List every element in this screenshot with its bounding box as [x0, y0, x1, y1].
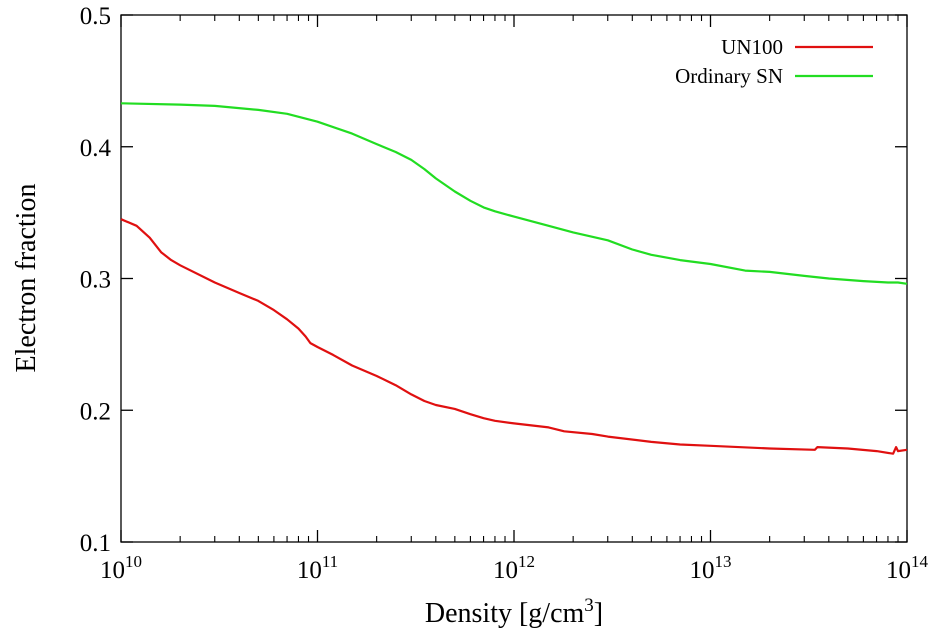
x-axis-label-exponent: 3 [584, 595, 594, 616]
legend-label: UN100 [721, 35, 783, 59]
x-tick-exponent: 14 [911, 552, 929, 571]
y-tick-label: 0.3 [80, 267, 111, 294]
legend: UN100 Ordinary SN [675, 35, 873, 88]
x-tick-exponent: 11 [322, 552, 338, 571]
x-tick-label: 1012 [493, 552, 535, 584]
x-tick-base: 10 [690, 557, 715, 584]
y-tick-label: 0.1 [80, 530, 111, 557]
x-axis-label-tail: ] [594, 598, 603, 629]
series-line-un100 [120, 218, 908, 455]
legend-label: Ordinary SN [675, 64, 783, 88]
x-tick-label: 1013 [690, 552, 732, 584]
x-tick-exponent: 10 [125, 552, 142, 571]
x-tick-base: 10 [100, 557, 125, 584]
plot-frame [120, 14, 908, 543]
x-tick-label: 1010 [100, 552, 142, 584]
y-tick-label: 0.5 [80, 3, 111, 30]
x-axis-label: Density [g/cm3] [425, 595, 603, 629]
x-tick-exponent: 13 [715, 552, 732, 571]
x-tick-label: 1011 [297, 552, 338, 584]
x-tick-label: 1014 [886, 552, 929, 584]
y-tick-label: 0.4 [80, 135, 112, 162]
x-axis-label-main: Density [g/cm [425, 598, 585, 629]
x-tick-base: 10 [493, 557, 518, 584]
x-tick-base: 10 [297, 557, 322, 584]
x-tick-base: 10 [886, 557, 911, 584]
series-layer [120, 102, 908, 455]
series-line-ordinary-sn [120, 102, 908, 285]
y-axis-label: Electron fraction [11, 184, 42, 373]
x-tick-exponent: 12 [518, 552, 535, 571]
y-tick-label: 0.2 [80, 398, 111, 425]
